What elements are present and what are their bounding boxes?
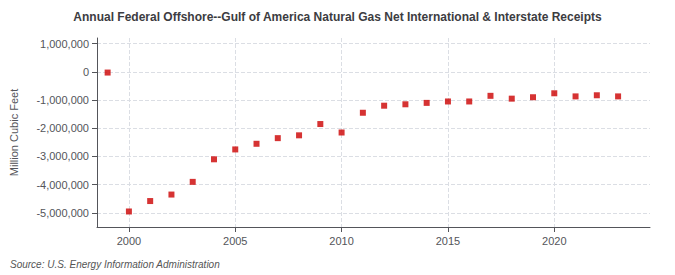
svg-text:1,000,000: 1,000,000 [40, 38, 89, 50]
svg-text:-4,000,000: -4,000,000 [36, 179, 89, 191]
svg-text:2000: 2000 [117, 235, 141, 247]
svg-text:0: 0 [83, 66, 89, 78]
svg-text:-2,000,000: -2,000,000 [36, 122, 89, 134]
svg-text:2015: 2015 [436, 235, 460, 247]
svg-text:Annual Federal Offshore--Gulf: Annual Federal Offshore--Gulf of America… [73, 10, 602, 24]
svg-text:-3,000,000: -3,000,000 [36, 150, 89, 162]
svg-text:2010: 2010 [329, 235, 353, 247]
svg-text:2005: 2005 [223, 235, 247, 247]
svg-text:2020: 2020 [542, 235, 566, 247]
svg-text:Million Cubic Feet: Million Cubic Feet [8, 89, 20, 176]
svg-text:-1,000,000: -1,000,000 [36, 94, 89, 106]
svg-text:-5,000,000: -5,000,000 [36, 207, 89, 219]
svg-text:Source: U.S. Energy Informatio: Source: U.S. Energy Information Administ… [10, 259, 220, 270]
